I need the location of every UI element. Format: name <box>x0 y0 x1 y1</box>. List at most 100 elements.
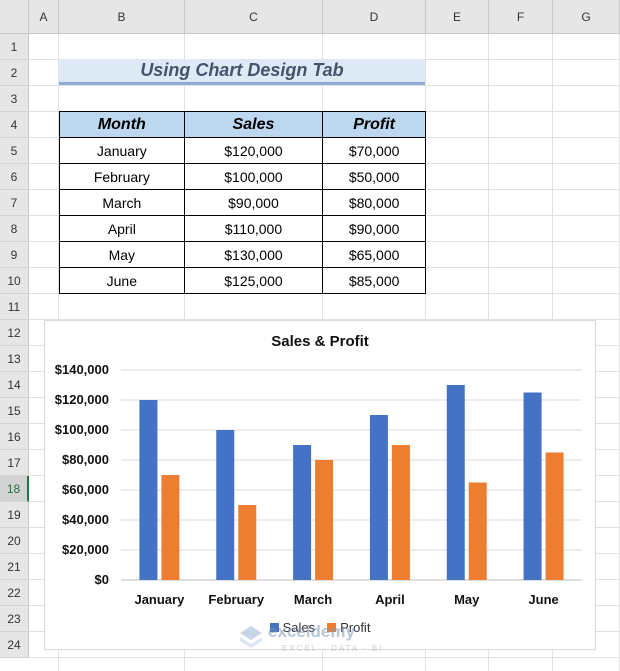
cell-profit[interactable]: $65,000 <box>322 241 426 268</box>
x-tick-label: May <box>454 592 480 607</box>
row-header-9[interactable]: 9 <box>0 242 29 268</box>
row-header-13[interactable]: 13 <box>0 346 29 372</box>
column-header-g[interactable]: G <box>553 0 620 34</box>
cell-month[interactable]: June <box>59 267 185 294</box>
cell-sales[interactable]: $100,000 <box>183 163 324 190</box>
cell-month[interactable]: February <box>59 163 185 190</box>
cell-sales[interactable]: $130,000 <box>183 241 324 268</box>
bar-sales <box>293 445 312 580</box>
grid-line-horizontal <box>29 657 620 658</box>
row-header-7[interactable]: 7 <box>0 190 29 216</box>
row-header-20[interactable]: 20 <box>0 528 29 554</box>
grid-line-horizontal <box>29 319 620 320</box>
bar-profit <box>468 482 487 580</box>
row-header-16[interactable]: 16 <box>0 424 29 450</box>
cell-sales[interactable]: $125,000 <box>183 267 324 294</box>
cell-month[interactable]: March <box>59 189 185 216</box>
cell-sales[interactable]: $110,000 <box>183 215 324 242</box>
x-tick-label: February <box>208 592 264 607</box>
legend-swatch-sales <box>269 623 279 632</box>
watermark-tagline: EXCEL · DATA · BI <box>282 644 384 653</box>
table-row: June $125,000 $85,000 <box>59 267 426 294</box>
legend-swatch-profit <box>327 623 337 632</box>
cell-profit[interactable]: $90,000 <box>322 215 426 242</box>
cell-profit[interactable]: $70,000 <box>322 137 426 164</box>
exceldemy-watermark: exceldemy EXCEL · DATA · BI <box>238 620 388 656</box>
cell-sales[interactable]: $120,000 <box>183 137 324 164</box>
select-all-corner[interactable] <box>0 0 29 34</box>
bar-sales <box>446 385 465 580</box>
bar-sales <box>369 415 388 580</box>
row-header-11[interactable]: 11 <box>0 294 29 320</box>
row-header-6[interactable]: 6 <box>0 164 29 190</box>
bar-sales <box>523 392 542 580</box>
column-header-a[interactable]: A <box>29 0 59 34</box>
column-header-e[interactable]: E <box>426 0 489 34</box>
table-row: February $100,000 $50,000 <box>59 163 426 190</box>
row-header-22[interactable]: 22 <box>0 580 29 606</box>
x-tick-label: June <box>528 592 558 607</box>
cell-profit[interactable]: $50,000 <box>322 163 426 190</box>
row-header-1[interactable]: 1 <box>0 34 29 60</box>
row-header-2[interactable]: 2 <box>0 60 29 86</box>
bar-sales <box>139 400 158 580</box>
cell-profit[interactable]: $80,000 <box>322 189 426 216</box>
x-tick-label: April <box>375 592 405 607</box>
column-header-b[interactable]: B <box>59 0 185 34</box>
row-header-12[interactable]: 12 <box>0 320 29 346</box>
bar-profit <box>545 452 564 580</box>
row-header-14[interactable]: 14 <box>0 372 29 398</box>
header-month[interactable]: Month <box>59 111 185 138</box>
sales-profit-chart[interactable]: Sales & Profit $0 $20,000 $40,000 $60,000 $8… <box>44 320 596 650</box>
column-header-d[interactable]: D <box>323 0 426 34</box>
cell-month[interactable]: April <box>59 215 185 242</box>
row-header-4[interactable]: 4 <box>0 112 29 138</box>
bar-profit <box>315 460 334 580</box>
row-header-18[interactable]: 18 <box>0 476 29 502</box>
header-profit[interactable]: Profit <box>322 111 426 138</box>
y-tick-label: $80,000 <box>62 452 109 467</box>
bar-profit <box>391 445 410 580</box>
header-sales[interactable]: Sales <box>183 111 324 138</box>
row-header-15[interactable]: 15 <box>0 398 29 424</box>
y-tick-label: $100,000 <box>55 422 109 437</box>
row-header-8[interactable]: 8 <box>0 216 29 242</box>
table-row: May $130,000 $65,000 <box>59 241 426 268</box>
sheet-title[interactable]: Using Chart Design Tab <box>59 59 425 85</box>
table-header-row: Month Sales Profit <box>59 111 426 138</box>
legend-label-profit: Profit <box>340 620 371 635</box>
y-tick-label: $0 <box>95 572 109 587</box>
grid-line-horizontal <box>29 85 620 86</box>
y-tick-label: $20,000 <box>62 542 109 557</box>
x-tick-label: March <box>294 592 332 607</box>
row-header-17[interactable]: 17 <box>0 450 29 476</box>
cell-profit[interactable]: $85,000 <box>322 267 426 294</box>
cell-month[interactable]: January <box>59 137 185 164</box>
sales-table: Month Sales Profit January $120,000 $70,… <box>59 111 426 294</box>
row-header-24[interactable]: 24 <box>0 632 29 658</box>
exceldemy-logo-icon <box>240 626 262 648</box>
legend-label-sales: Sales <box>282 620 316 635</box>
row-header-5[interactable]: 5 <box>0 138 29 164</box>
row-header-21[interactable]: 21 <box>0 554 29 580</box>
chart-plot: $0 $20,000 $40,000 $60,000 $80,000 $100,000 $1… <box>55 362 582 607</box>
row-header-10[interactable]: 10 <box>0 268 29 294</box>
y-tick-label: $140,000 <box>55 362 109 377</box>
legend-item-profit: Profit <box>327 620 370 635</box>
column-header-c[interactable]: C <box>185 0 323 34</box>
grid-line-horizontal <box>29 293 620 294</box>
table-row: March $90,000 $80,000 <box>59 189 426 216</box>
row-header-3[interactable]: 3 <box>0 86 29 112</box>
bar-profit <box>161 475 180 580</box>
cell-month[interactable]: May <box>59 241 185 268</box>
legend-item-sales: Sales <box>269 620 316 635</box>
y-tick-label: $120,000 <box>55 392 109 407</box>
row-header-19[interactable]: 19 <box>0 502 29 528</box>
chart-title[interactable]: Sales & Profit <box>271 333 369 350</box>
row-header-23[interactable]: 23 <box>0 606 29 632</box>
chart-legend[interactable]: Sales Profit <box>45 620 595 635</box>
cell-sales[interactable]: $90,000 <box>183 189 324 216</box>
bar-profit <box>238 505 257 580</box>
column-header-f[interactable]: F <box>489 0 553 34</box>
table-row: January $120,000 $70,000 <box>59 137 426 164</box>
